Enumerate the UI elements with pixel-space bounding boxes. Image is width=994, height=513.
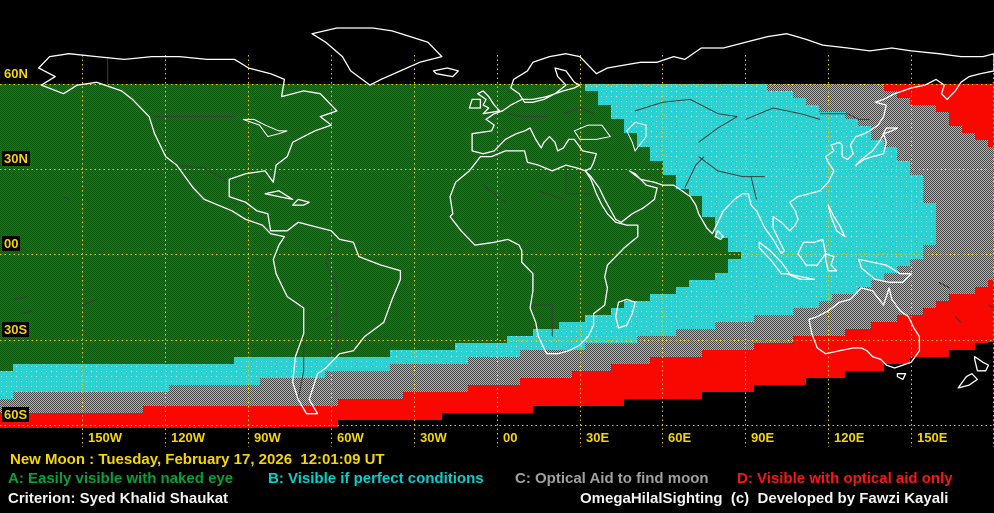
country-border	[563, 107, 594, 115]
legend-zone-d: D: Visible with optical aid only	[737, 470, 953, 487]
credit-label: OmegaHilalSighting (c) Developed by Fawz…	[580, 490, 949, 507]
country-border	[482, 184, 506, 203]
coastline	[264, 190, 294, 201]
coastline	[38, 53, 402, 415]
island-mark	[82, 298, 97, 306]
island-mark	[21, 310, 34, 315]
island-mark	[63, 196, 70, 200]
criterion-label: Criterion: Syed Khalid Shaukat	[8, 490, 229, 507]
lake-outline	[626, 121, 647, 152]
coastline	[858, 258, 912, 283]
country-border	[745, 107, 821, 120]
coastline	[449, 150, 639, 355]
coastline	[615, 298, 636, 329]
coastline	[974, 355, 990, 372]
island-mark	[13, 296, 28, 300]
coastline	[808, 287, 921, 369]
legend-zone-b: B: Visible if perfect conditions	[268, 470, 484, 487]
coastline	[477, 90, 501, 115]
country-border	[530, 304, 553, 337]
legend-zone-a: A: Easily visible with naked eye	[8, 470, 234, 487]
coastline	[311, 27, 443, 86]
country-border	[698, 116, 738, 143]
coastline	[471, 33, 994, 255]
country-border	[684, 156, 705, 189]
country-border	[634, 98, 738, 118]
coastline	[855, 127, 899, 166]
coastline	[758, 241, 791, 275]
coastline	[797, 238, 827, 266]
coastline	[432, 67, 459, 78]
coastline	[292, 198, 310, 206]
coastline	[824, 253, 838, 272]
coastline	[714, 230, 725, 241]
legend-zone-c: C: Optical Aid to find moon	[515, 470, 709, 487]
coastline	[896, 373, 907, 381]
new-moon-label: New Moon : Tuesday, February 17, 2026 12…	[10, 451, 385, 468]
coastline	[957, 373, 979, 389]
country-border	[820, 113, 870, 120]
footer: New Moon : Tuesday, February 17, 2026 12…	[0, 448, 994, 513]
visibility-map-canvas	[0, 27, 994, 447]
country-border	[538, 190, 564, 200]
island-mark	[954, 316, 962, 323]
lake-outline	[573, 124, 612, 140]
island-mark	[938, 281, 951, 289]
country-border	[173, 164, 230, 183]
country-border	[507, 113, 547, 118]
country-border	[698, 156, 765, 178]
country-border	[325, 313, 338, 357]
country-border	[325, 242, 338, 320]
country-border	[750, 176, 757, 200]
coastline	[827, 204, 846, 238]
world-map: 60N 30N 00 30S 60S 150W 120W 90W 60W 30W 00 30E 60E 9…	[0, 27, 994, 447]
coastline	[786, 273, 816, 281]
lake-outline	[242, 118, 288, 138]
coastline	[468, 98, 482, 109]
zone-a	[0, 84, 741, 371]
island-mark	[988, 304, 994, 309]
country-border	[565, 165, 591, 195]
